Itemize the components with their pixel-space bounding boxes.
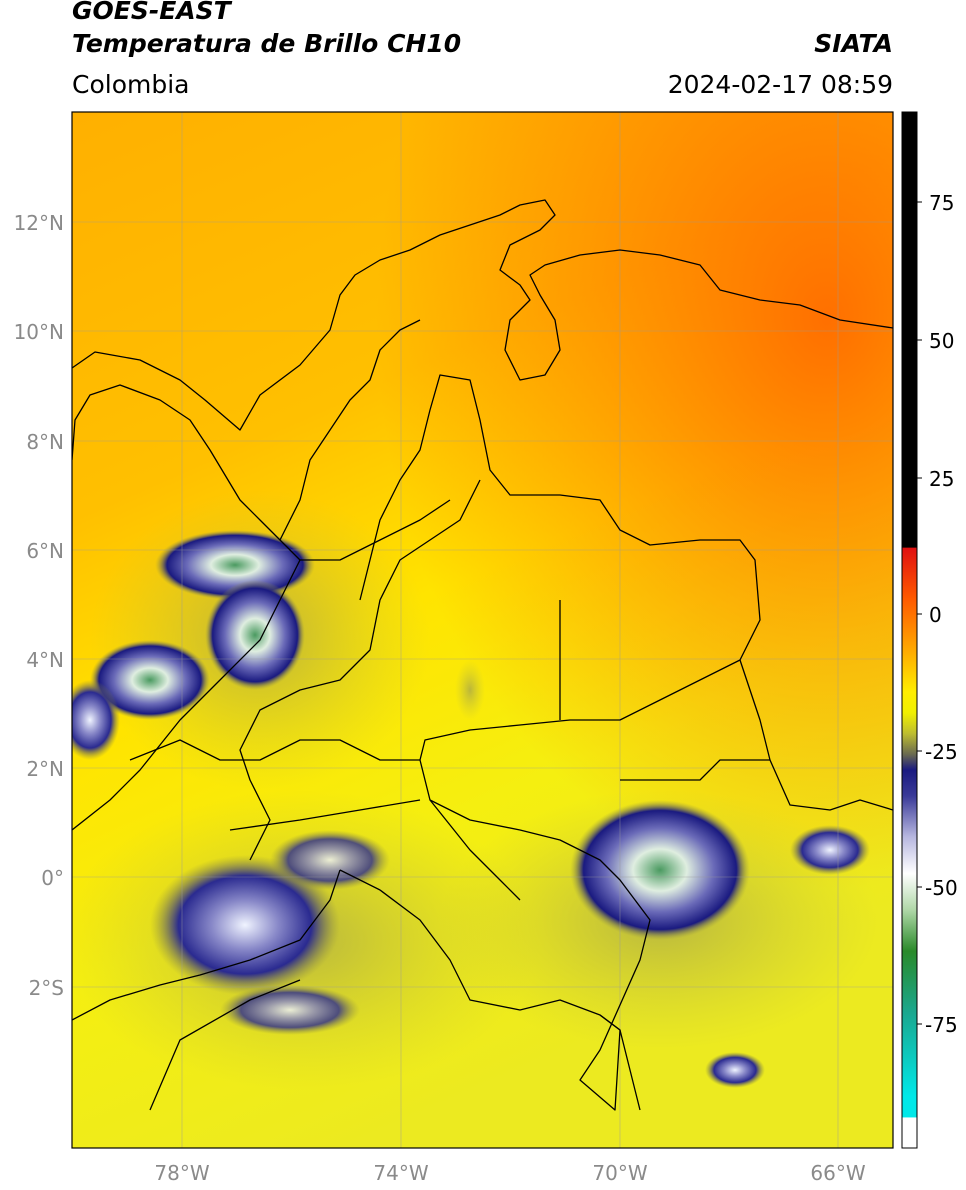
map-frame bbox=[71, 111, 894, 1149]
colorbar-tick-label: -75 bbox=[925, 1013, 958, 1037]
colorbar-tick-label: -50 bbox=[925, 876, 958, 900]
lon-label: 70°W bbox=[592, 1161, 647, 1185]
colorbar-tick-label: 50 bbox=[929, 329, 954, 353]
cloud-system-southwest bbox=[150, 855, 340, 995]
cloud-cell-east bbox=[790, 825, 870, 875]
map-area bbox=[72, 112, 893, 1148]
cloud-band-south bbox=[270, 830, 390, 890]
colorbar-tick-label: 0 bbox=[929, 603, 942, 627]
colorbar-frame bbox=[901, 111, 918, 1149]
pacific-coastline bbox=[72, 559, 301, 831]
ecuador-peru-border bbox=[72, 869, 341, 1021]
lat-label: 8°N bbox=[26, 430, 64, 454]
latitude-labels: 12°N 10°N 8°N 6°N 4°N 2°N 0° 2°S bbox=[14, 211, 64, 1000]
region-label: Colombia bbox=[72, 70, 190, 99]
lon-label: 66°W bbox=[810, 1161, 865, 1185]
longitude-labels: 78°W 74°W 70°W 66°W bbox=[154, 1161, 865, 1185]
colorbar-ticks bbox=[917, 201, 922, 1025]
cloud-system-choco-north bbox=[155, 530, 315, 600]
coastlines-and-borders bbox=[72, 199, 893, 1111]
lon-label: 78°W bbox=[154, 1161, 209, 1185]
peru-border bbox=[149, 979, 301, 1111]
lon-label: 74°W bbox=[373, 1161, 428, 1185]
lat-label: 2°S bbox=[29, 976, 64, 1000]
internal-border-7 bbox=[229, 799, 421, 831]
colorbar-gradient bbox=[902, 112, 917, 1148]
caribbean-coastline bbox=[72, 199, 893, 431]
internal-border-2 bbox=[300, 499, 451, 561]
colorbar-tick-label: 25 bbox=[929, 467, 954, 491]
cloud-system-pacific bbox=[90, 640, 210, 720]
graticule bbox=[72, 112, 893, 1148]
cloud-edge-pacific bbox=[72, 680, 120, 760]
product-title: Temperatura de Brillo CH10 bbox=[72, 29, 462, 58]
datetime-label: 2024-02-17 08:59 bbox=[667, 70, 893, 99]
lat-label: 4°N bbox=[26, 648, 64, 672]
cloud-system-choco-south bbox=[205, 580, 305, 690]
colorbar-tick-label: -25 bbox=[925, 740, 958, 764]
cloud-system-amazon bbox=[570, 800, 750, 940]
cloud-band-south-2 bbox=[220, 985, 360, 1035]
internal-border-1 bbox=[239, 479, 481, 861]
satellite-title: GOES-EAST bbox=[72, 0, 231, 25]
colorbar: 75 50 25 0 -25 -50 -75 bbox=[901, 111, 958, 1149]
panama-coast bbox=[72, 384, 301, 561]
agency-label: SIATA bbox=[814, 29, 893, 58]
colombia-brazil-border bbox=[620, 759, 770, 781]
cloud-cell-southeast bbox=[705, 1052, 765, 1088]
internal-border-6 bbox=[429, 799, 521, 901]
internal-border-5 bbox=[129, 739, 420, 761]
lat-label: 2°N bbox=[26, 757, 64, 781]
lat-label: 6°N bbox=[26, 539, 64, 563]
venezuela-brazil-border bbox=[739, 659, 893, 811]
colorbar-tick-label: 75 bbox=[929, 191, 954, 215]
lat-label: 10°N bbox=[14, 320, 64, 344]
internal-border-3 bbox=[279, 319, 421, 541]
lat-label: 0° bbox=[41, 866, 64, 890]
lat-label: 12°N bbox=[14, 211, 64, 235]
cloud-cell-andes bbox=[455, 660, 485, 720]
internal-border-8 bbox=[599, 1014, 641, 1111]
